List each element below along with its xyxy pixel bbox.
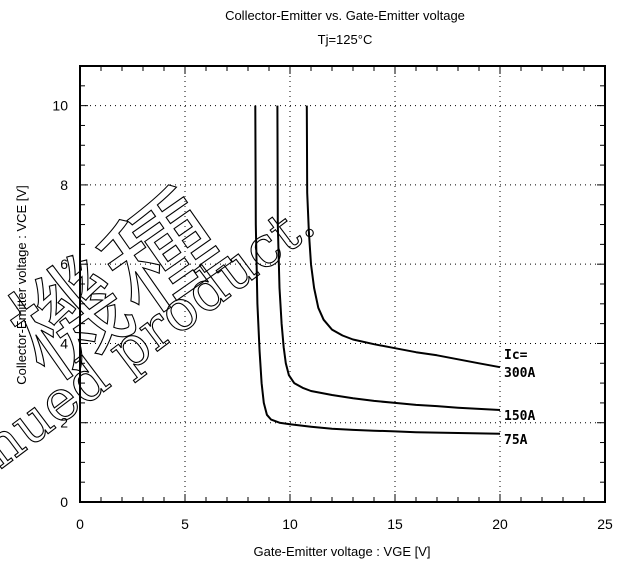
x-tick-label: 20: [492, 516, 508, 532]
series-label-300A: 300A: [504, 366, 535, 381]
plot-area-frame: [79, 65, 606, 503]
x-tick-label: 10: [282, 516, 298, 532]
y-tick-label: 8: [60, 177, 68, 193]
series-label-header: Ic=: [504, 348, 528, 363]
series-line-300A: [305, 105, 501, 369]
series-label-150A: 150A: [504, 409, 535, 424]
y-tick-label: 0: [60, 494, 68, 510]
series-line-150A: [276, 105, 501, 411]
x-tick-label: 15: [387, 516, 403, 532]
y-tick-label: 6: [60, 256, 68, 272]
series-curves: [254, 105, 501, 435]
series-label-75A: 75A: [504, 433, 528, 448]
chart-title: Collector-Emitter vs. Gate-Emitter volta…: [225, 8, 465, 23]
series-labels: 300A 150A 75A Ic=: [504, 348, 535, 448]
x-axis-label: Gate-Emitter voltage : VGE [V]: [253, 544, 430, 559]
x-tick-label: 0: [76, 516, 84, 532]
y-tick-label: 4: [60, 335, 68, 351]
y-axis-label: Collector-Emitter voltage : VCE [V]: [14, 185, 29, 384]
chart-subtitle: Tj=125°C: [318, 32, 373, 47]
tick-labels: 0 5 10 15 20 25 0 2 4 6 8 10: [52, 98, 613, 532]
y-tick-label: 10: [52, 98, 68, 114]
x-tick-label: 25: [597, 516, 613, 532]
y-tick-label: 2: [60, 415, 68, 431]
watermark: 機種 nued product.: [0, 169, 328, 481]
series-line-75A: [254, 105, 501, 435]
x-tick-label: 5: [181, 516, 189, 532]
